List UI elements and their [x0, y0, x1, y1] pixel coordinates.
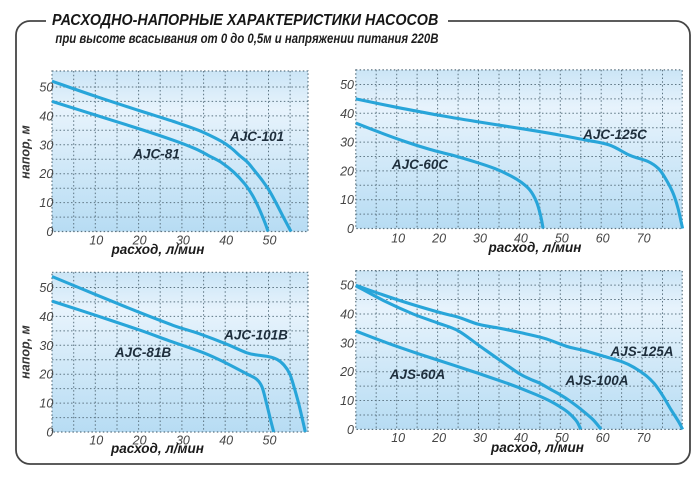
svg-text:60: 60: [596, 431, 610, 445]
svg-text:50: 50: [39, 81, 53, 95]
svg-text:при высоте всасывания от 0 до: при высоте всасывания от 0 до 0,5м и нап…: [55, 30, 438, 46]
svg-text:20: 20: [132, 234, 147, 248]
svg-text:50: 50: [555, 232, 569, 246]
svg-text:40: 40: [39, 109, 53, 123]
svg-text:30: 30: [39, 138, 53, 152]
svg-text:AJS-100A: AJS-100A: [564, 373, 628, 388]
svg-text:40: 40: [514, 232, 528, 246]
svg-text:0: 0: [46, 426, 53, 440]
svg-text:AJC-81B: AJC-81B: [114, 345, 172, 360]
svg-text:AJC-81: AJC-81: [132, 147, 180, 162]
svg-text:20: 20: [38, 167, 53, 181]
svg-text:0: 0: [347, 222, 354, 236]
svg-text:60: 60: [596, 232, 610, 246]
svg-text:AJS-125A: AJS-125A: [609, 344, 673, 359]
svg-text:40: 40: [219, 434, 233, 448]
svg-text:30: 30: [176, 434, 190, 448]
svg-text:напор, м: напор, м: [19, 325, 33, 379]
svg-text:20: 20: [339, 164, 354, 178]
svg-text:30: 30: [340, 136, 354, 150]
svg-text:40: 40: [514, 431, 528, 445]
svg-text:30: 30: [473, 431, 487, 445]
svg-text:напор, м: напор, м: [19, 125, 33, 179]
svg-text:20: 20: [431, 232, 446, 246]
svg-text:расход, л/мин: расход, л/мин: [111, 242, 205, 257]
svg-text:0: 0: [46, 225, 53, 239]
svg-text:50: 50: [555, 431, 569, 445]
svg-text:50: 50: [39, 281, 53, 295]
svg-text:20: 20: [38, 368, 53, 382]
svg-text:50: 50: [263, 434, 277, 448]
svg-text:50: 50: [340, 279, 354, 293]
svg-text:70: 70: [637, 232, 651, 246]
svg-text:10: 10: [39, 196, 53, 210]
svg-text:AJC-101B: AJC-101B: [223, 328, 288, 343]
svg-text:30: 30: [176, 234, 190, 248]
svg-text:70: 70: [637, 431, 651, 445]
svg-text:10: 10: [340, 193, 354, 207]
svg-text:30: 30: [473, 232, 487, 246]
svg-text:20: 20: [132, 434, 147, 448]
svg-text:40: 40: [219, 234, 233, 248]
svg-text:50: 50: [340, 78, 354, 92]
svg-text:AJC-60C: AJC-60C: [391, 157, 449, 172]
svg-text:10: 10: [340, 394, 354, 408]
svg-text:50: 50: [263, 234, 277, 248]
svg-text:30: 30: [340, 336, 354, 350]
svg-text:расход, л/мин: расход, л/мин: [488, 240, 582, 255]
svg-text:AJC-125C: AJC-125C: [582, 127, 647, 142]
svg-text:40: 40: [340, 107, 354, 121]
svg-text:10: 10: [391, 431, 405, 445]
svg-text:РАСХОДНО-НАПОРНЫЕ ХАРАКТЕРИСТИ: РАСХОДНО-НАПОРНЫЕ ХАРАКТЕРИСТИКИ НАСОСОВ: [52, 12, 439, 30]
svg-text:расход, л/мин: расход, л/мин: [490, 440, 584, 455]
svg-text:0: 0: [347, 423, 354, 437]
svg-text:AJC-101: AJC-101: [229, 129, 284, 144]
svg-text:40: 40: [39, 310, 53, 324]
svg-text:расход, л/мин: расход, л/мин: [110, 441, 204, 456]
svg-text:10: 10: [391, 232, 405, 246]
svg-text:AJS-60A: AJS-60A: [389, 367, 446, 382]
svg-text:10: 10: [89, 234, 103, 248]
svg-text:20: 20: [431, 431, 446, 445]
svg-text:30: 30: [39, 339, 53, 353]
svg-text:20: 20: [339, 365, 354, 379]
svg-text:40: 40: [340, 308, 354, 322]
svg-text:10: 10: [89, 434, 103, 448]
svg-text:10: 10: [39, 397, 53, 411]
